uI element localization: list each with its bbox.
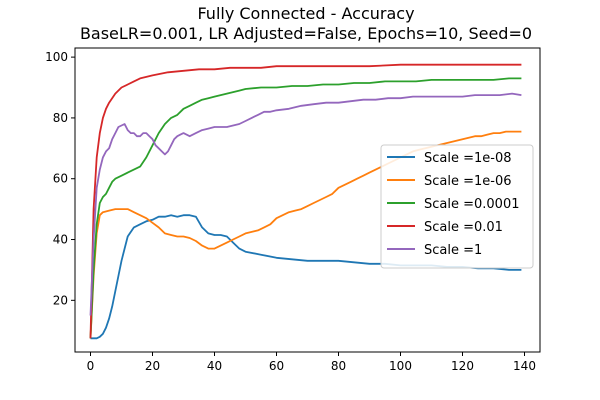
plot-area-frame bbox=[74, 47, 541, 353]
legend-label-3: Scale =0.01 bbox=[424, 220, 503, 235]
y-tick-label: 60 bbox=[53, 172, 68, 186]
series-lines bbox=[89, 63, 522, 340]
x-tick-label: 60 bbox=[269, 359, 284, 373]
chart-title: Fully Connected - Accuracy bbox=[197, 4, 414, 23]
x-tick-label: 140 bbox=[513, 359, 536, 373]
y-tick-label: 40 bbox=[53, 233, 68, 247]
legend-label-1: Scale =1e-06 bbox=[424, 174, 512, 189]
x-tick-label: 20 bbox=[145, 359, 160, 373]
series-line-3 bbox=[89, 63, 522, 339]
series-line-2 bbox=[89, 77, 522, 339]
legend-box bbox=[380, 144, 534, 269]
y-tick-label: 100 bbox=[45, 50, 68, 64]
x-tick-label: 100 bbox=[389, 359, 412, 373]
x-tick-label: 120 bbox=[451, 359, 474, 373]
legend-label-4: Scale =1 bbox=[424, 243, 482, 258]
series-line-4 bbox=[89, 92, 522, 316]
legend-label-0: Scale =1e-08 bbox=[424, 151, 512, 166]
axis-ticks: 0 20 40 60 80 100 120 140 20 40 60 80 100 bbox=[45, 50, 536, 373]
series-line-1 bbox=[89, 130, 522, 339]
x-tick-label: 0 bbox=[87, 359, 95, 373]
y-tick-label: 80 bbox=[53, 111, 68, 125]
x-tick-label: 40 bbox=[207, 359, 222, 373]
x-tick-label: 80 bbox=[331, 359, 346, 373]
y-tick-label: 20 bbox=[53, 293, 68, 307]
chart-subtitle: BaseLR=0.001, LR Adjusted=False, Epochs=… bbox=[80, 24, 532, 43]
legend: Scale =1e-08 Scale =1e-06 Scale =0.0001 Sca… bbox=[380, 144, 534, 269]
legend-label-2: Scale =0.0001 bbox=[424, 197, 520, 212]
